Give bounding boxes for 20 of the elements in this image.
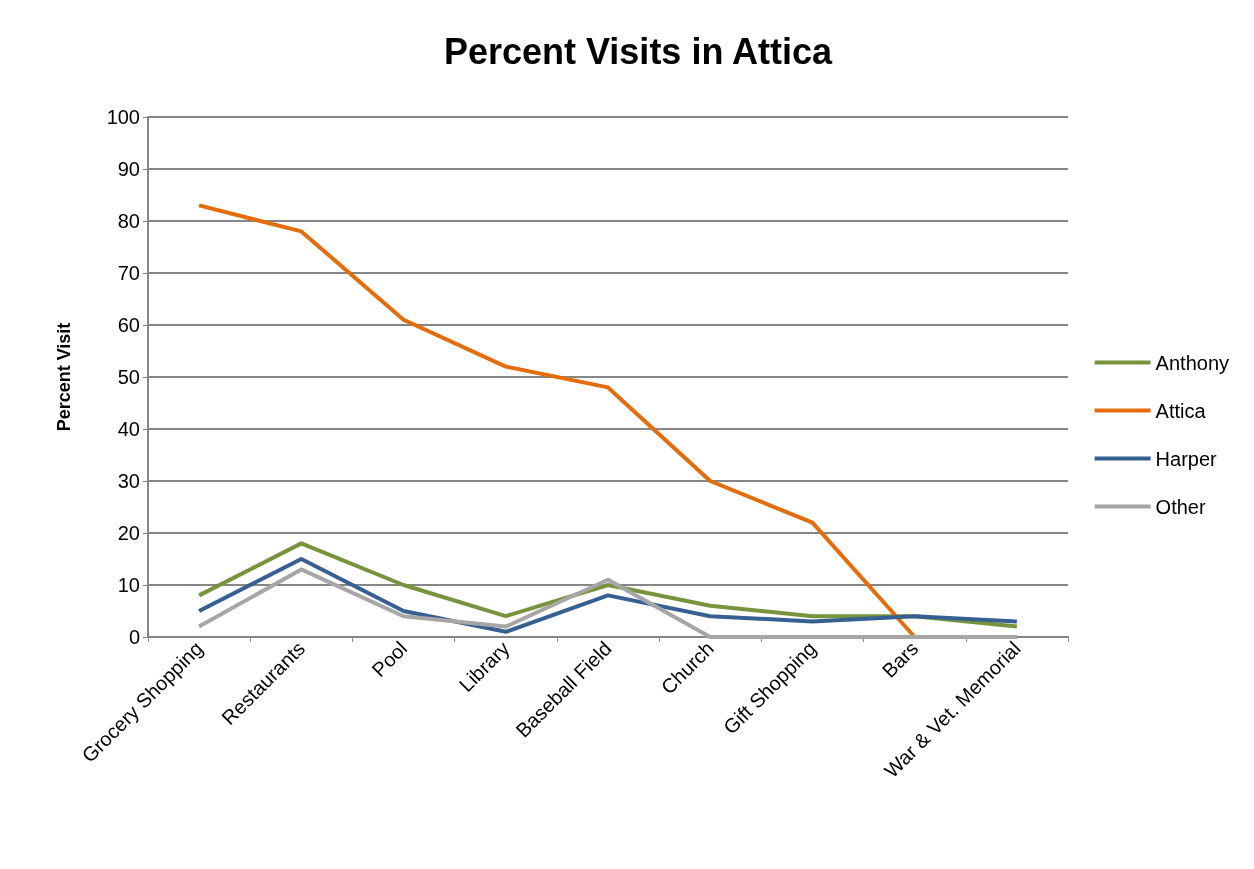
- x-tick-label: Bars: [877, 637, 923, 682]
- y-tick-label: 60: [117, 314, 140, 336]
- y-tick-label: 0: [128, 626, 140, 648]
- y-tick-label: 100: [106, 106, 140, 128]
- line-series: [197, 557, 1019, 634]
- y-tick-label: 50: [117, 366, 140, 388]
- legend-label: Attica: [1155, 399, 1207, 422]
- y-tick-label: 80: [117, 210, 140, 232]
- legend-label: Anthony: [1155, 351, 1229, 374]
- legend-label: Other: [1155, 495, 1206, 518]
- y-axis-title: Percent Visit: [54, 322, 74, 432]
- y-tick-label: 20: [117, 522, 140, 544]
- y-tick-label: 90: [117, 158, 140, 180]
- y-tick-label: 10: [117, 574, 140, 596]
- chart-title: Percent Visits in Attica: [443, 30, 834, 72]
- y-tick-label: 30: [117, 470, 140, 492]
- legend-label: Harper: [1155, 447, 1218, 470]
- y-tick-label: 70: [117, 262, 140, 284]
- line-series: [197, 567, 1019, 639]
- y-tick-label: 40: [117, 418, 140, 440]
